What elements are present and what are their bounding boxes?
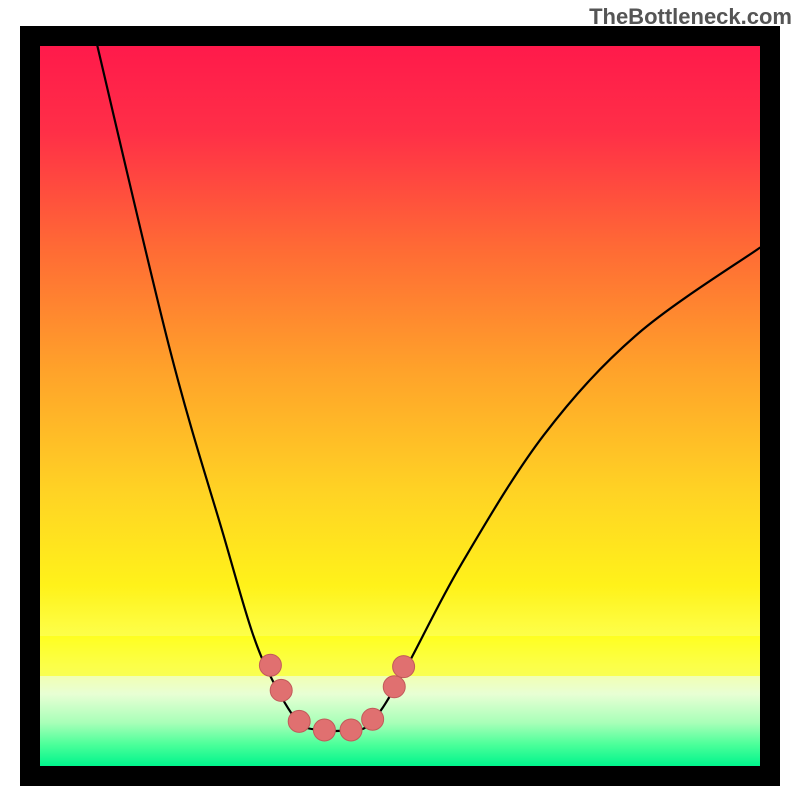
curve-marker	[313, 719, 335, 741]
curve-layer	[40, 46, 760, 766]
curve-marker	[270, 679, 292, 701]
bottleneck-curve	[94, 32, 760, 731]
curve-marker	[288, 710, 310, 732]
curve-marker	[340, 719, 362, 741]
curve-marker	[393, 656, 415, 678]
curve-marker	[383, 676, 405, 698]
watermark-text: TheBottleneck.com	[589, 4, 792, 30]
curve-markers	[259, 654, 414, 741]
curve-marker	[362, 708, 384, 730]
curve-marker	[259, 654, 281, 676]
chart-frame	[20, 26, 780, 786]
